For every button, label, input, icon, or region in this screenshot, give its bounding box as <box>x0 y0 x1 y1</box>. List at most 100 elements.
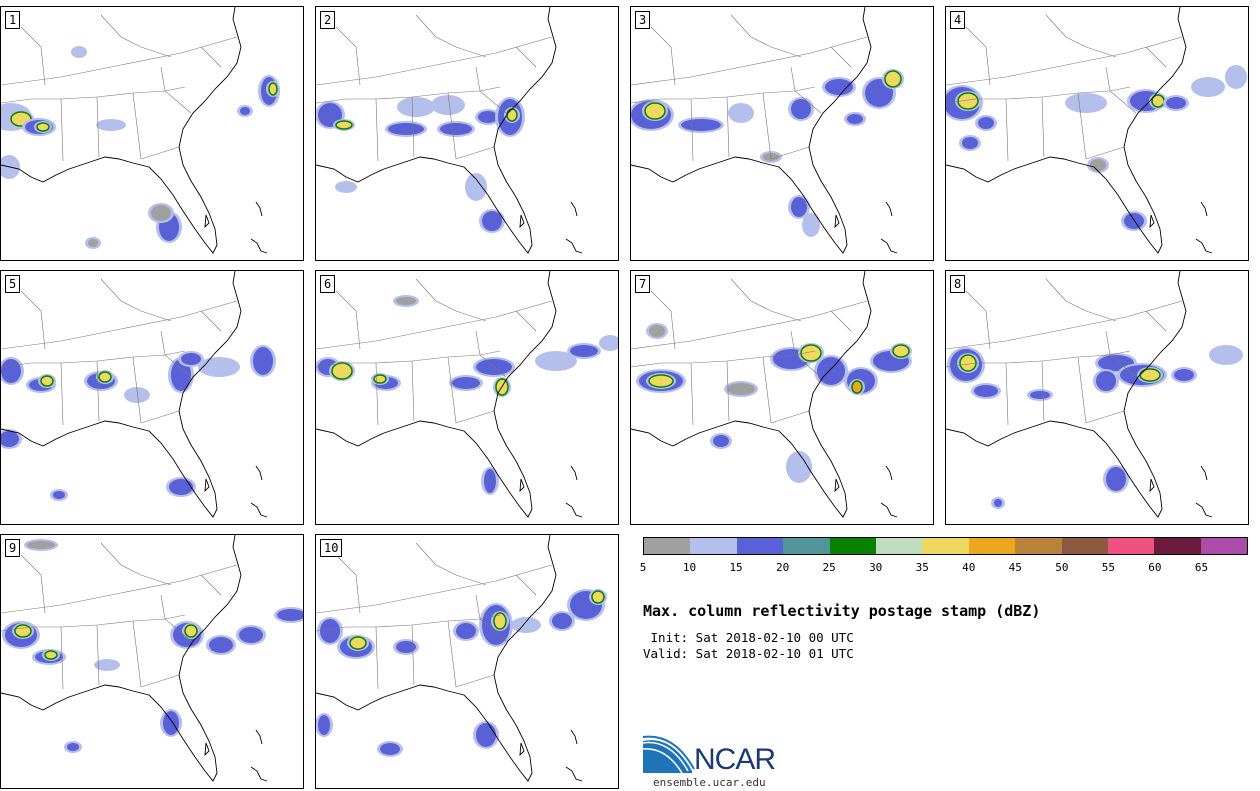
state-border <box>455 146 495 160</box>
state-border <box>100 542 172 586</box>
reflectivity-cell <box>1 359 21 383</box>
reflectivity-cell <box>44 650 58 660</box>
reflectivity-cell <box>1068 95 1104 111</box>
map <box>631 7 904 254</box>
reflectivity-cell <box>851 380 863 394</box>
colorbar-swatch <box>736 538 784 554</box>
state-border <box>946 300 1183 350</box>
colorbar-tick-label: 10 <box>682 561 697 574</box>
island <box>885 465 893 481</box>
colorbar-swatch <box>1200 538 1248 554</box>
state-border <box>140 146 180 160</box>
colorbar-tick-label: 60 <box>1148 561 1162 574</box>
reflectivity-cell <box>268 82 278 96</box>
reflectivity-cell <box>151 205 171 221</box>
state-border <box>1077 356 1087 424</box>
reflectivity-cell <box>1194 79 1222 95</box>
panel-number: 6 <box>320 275 336 293</box>
reflectivity-cell <box>396 297 416 305</box>
reflectivity-cell <box>484 469 496 493</box>
reflectivity-cell <box>253 347 273 375</box>
map <box>946 271 1243 518</box>
reflectivity-cell <box>335 120 353 130</box>
island <box>1195 238 1213 254</box>
colorbar-tick-label: 55 <box>1101 561 1115 574</box>
reflectivity-cell <box>1212 347 1240 363</box>
reflectivity-cell <box>1106 467 1126 491</box>
colorbar <box>643 537 1248 555</box>
reflectivity-cell <box>1096 371 1116 391</box>
coastline <box>631 271 872 518</box>
colorbar-swatch <box>922 538 969 554</box>
state-border <box>650 290 676 350</box>
reflectivity-cell <box>1124 213 1144 229</box>
reflectivity-cell <box>456 623 476 639</box>
reflectivity-cell <box>201 359 237 375</box>
state-border <box>770 146 810 160</box>
coastline <box>946 7 1187 254</box>
ncar-logo-icon <box>642 735 695 774</box>
state-border <box>690 98 694 162</box>
state-border <box>1045 278 1117 322</box>
reflectivity-cell <box>817 357 845 385</box>
state-border <box>160 66 192 114</box>
reflectivity-cell <box>1139 368 1161 382</box>
reflectivity-cell <box>320 619 340 643</box>
panel-number: 2 <box>320 11 336 29</box>
logo-url: ensemble.ucar.edu <box>653 776 766 789</box>
state-border <box>770 410 810 424</box>
island <box>204 742 210 757</box>
state-border <box>830 310 852 332</box>
colorbar-tick-label: 35 <box>915 561 929 574</box>
state-border <box>447 620 457 688</box>
map-panel: 4 <box>945 6 1249 261</box>
valid-time: Valid: Sat 2018-02-10 01 UTC <box>643 646 854 661</box>
map <box>316 7 583 254</box>
colorbar-swatch <box>1107 538 1155 554</box>
island <box>255 201 263 217</box>
reflectivity-cell <box>994 499 1002 507</box>
colorbar-swatch <box>1015 538 1062 554</box>
island <box>880 502 898 518</box>
state-border <box>726 360 730 422</box>
reflectivity-cell <box>648 374 674 388</box>
island <box>1195 502 1213 518</box>
reflectivity-cell <box>468 175 484 199</box>
panel-number: 10 <box>320 539 343 557</box>
coastline <box>1 535 242 782</box>
island <box>255 465 263 481</box>
state-border <box>100 278 172 322</box>
reflectivity-cell <box>27 541 55 549</box>
reflectivity-cell <box>713 435 729 447</box>
state-border <box>1041 360 1045 422</box>
reflectivity-cell <box>805 215 817 235</box>
state-border <box>762 356 772 424</box>
state-border <box>1041 96 1045 158</box>
reflectivity-cell <box>239 627 263 643</box>
state-border <box>20 26 46 86</box>
reflectivity-cell <box>789 453 809 481</box>
reflectivity-cell <box>478 111 498 123</box>
state-border <box>415 14 487 58</box>
colorbar-swatch <box>875 538 923 554</box>
state-border <box>1 300 238 350</box>
state-border <box>335 554 361 614</box>
state-border <box>1005 362 1009 426</box>
island <box>880 238 898 254</box>
state-border <box>1105 330 1137 378</box>
reflectivity-cell <box>791 197 807 217</box>
map <box>1 535 303 782</box>
reflectivity-cell <box>163 711 179 735</box>
logo-wordmark: NCAR <box>694 743 776 776</box>
map <box>946 7 1247 254</box>
state-border <box>830 46 852 68</box>
reflectivity-cell <box>1174 369 1194 381</box>
colorbar-tick-label: 45 <box>1008 561 1022 574</box>
coastline <box>631 7 872 254</box>
init-time: Init: Sat 2018-02-10 00 UTC <box>643 630 854 645</box>
colorbar-tick-label: 5 <box>639 561 647 574</box>
state-border <box>335 26 361 86</box>
panel-number: 8 <box>950 275 966 293</box>
state-border <box>1085 146 1125 160</box>
reflectivity-cell <box>1030 391 1050 399</box>
